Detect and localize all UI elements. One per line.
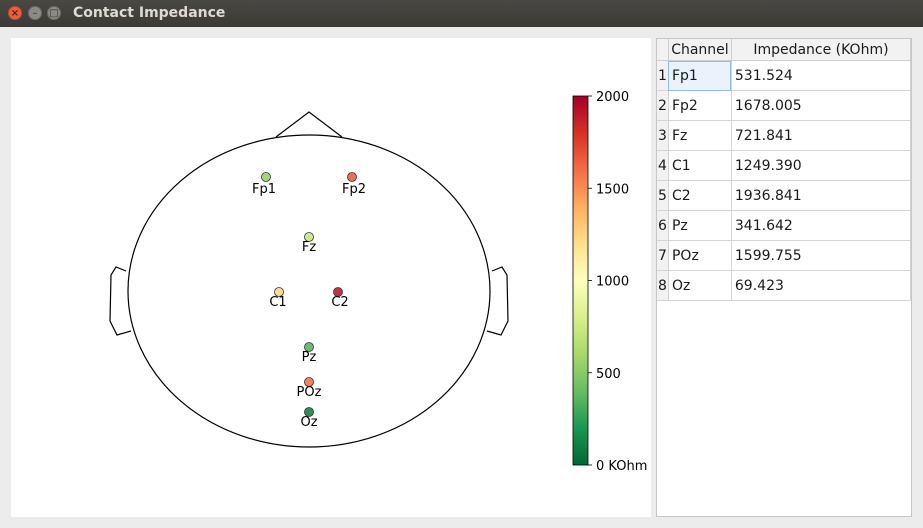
impedance-cell[interactable]: 531.524	[731, 60, 912, 91]
electrode-marker	[304, 232, 314, 242]
channel-cell[interactable]: Pz	[668, 210, 732, 241]
table-row[interactable]: 4 C1 1249.390	[657, 150, 912, 181]
channel-cell[interactable]: C2	[668, 180, 732, 211]
colorbar-tick-label: 1500	[596, 182, 629, 197]
minimize-icon: –	[32, 8, 38, 19]
colorbar-tick-label: 1000	[596, 275, 629, 290]
table-row[interactable]: 3 Fz 721.841	[657, 120, 912, 151]
row-number[interactable]: 5	[657, 180, 670, 211]
colorbar-tick-label: 0 KOhm	[596, 459, 647, 474]
row-number[interactable]: 6	[657, 210, 670, 241]
channel-cell[interactable]: POz	[668, 240, 732, 271]
channel-cell[interactable]: C1	[668, 150, 732, 181]
row-number[interactable]: 4	[657, 150, 670, 181]
maximize-window-button[interactable]: □	[47, 6, 61, 20]
window-title: Contact Impedance	[73, 5, 226, 21]
row-number[interactable]: 2	[657, 90, 670, 121]
colorbar	[572, 95, 589, 466]
electrode-marker	[304, 377, 314, 387]
minimize-window-button[interactable]: –	[28, 6, 42, 20]
table-row[interactable]: 6 Pz 341.642	[657, 210, 912, 241]
column-header-impedance[interactable]: Impedance (KOhm)	[731, 39, 912, 61]
table-row[interactable]: 7 POz 1599.755	[657, 240, 912, 271]
impedance-cell[interactable]: 1249.390	[731, 150, 912, 181]
head-map-canvas: Fp1 Fp2 Fz C1 C2 Pz POz Oz 0 KOhm 500 1000 1500 200…	[109, 90, 647, 474]
impedance-cell[interactable]: 1599.755	[731, 240, 912, 271]
electrode-label: C2	[331, 295, 348, 310]
row-number[interactable]: 3	[657, 120, 670, 151]
head-right-ear	[486, 266, 509, 336]
table-corner[interactable]	[657, 39, 670, 61]
maximize-icon: □	[49, 8, 59, 19]
close-window-button[interactable]: ×	[8, 6, 22, 20]
impedance-cell[interactable]: 341.642	[731, 210, 912, 241]
impedance-table[interactable]: Channel Impedance (KOhm) 1 Fp1 531.524 2 Fp2…	[656, 38, 912, 517]
impedance-cell[interactable]: 69.423	[731, 270, 912, 301]
head-map-plot: Fp1 Fp2 Fz C1 C2 Pz POz Oz 0 KOhm 500 1000 1500 200…	[11, 38, 651, 517]
channel-cell[interactable]: Fp2	[668, 90, 732, 121]
electrode-marker	[274, 287, 284, 297]
electrode-marker	[347, 172, 357, 182]
electrode-label: Pz	[302, 350, 317, 365]
table-row[interactable]: 8 Oz 69.423	[657, 270, 912, 301]
electrode-label: Fp1	[252, 182, 276, 197]
electrode-marker	[261, 172, 271, 182]
electrode-marker	[304, 342, 314, 352]
column-header-channel[interactable]: Channel	[668, 39, 732, 61]
impedance-cell[interactable]: 1678.005	[731, 90, 912, 121]
head-nose	[275, 111, 343, 138]
table-row[interactable]: 5 C2 1936.841	[657, 180, 912, 211]
channel-cell[interactable]: Fp1	[668, 60, 732, 91]
electrode-marker	[333, 287, 343, 297]
impedance-cell[interactable]: 1936.841	[731, 180, 912, 211]
table-row[interactable]: 2 Fp2 1678.005	[657, 90, 912, 121]
head-left-ear	[109, 266, 132, 336]
row-number[interactable]: 1	[657, 60, 670, 91]
electrode-label: POz	[297, 385, 322, 400]
electrode-label: C1	[269, 295, 286, 310]
electrode-label: Fz	[302, 240, 316, 255]
row-number[interactable]: 8	[657, 270, 670, 301]
colorbar-tick-label: 2000	[596, 90, 629, 105]
electrode-label: Fp2	[342, 182, 366, 197]
head-outline	[127, 134, 491, 448]
colorbar-tick-label: 500	[596, 367, 621, 382]
close-icon: ×	[10, 8, 20, 19]
electrode-marker	[304, 407, 314, 417]
channel-cell[interactable]: Oz	[668, 270, 732, 301]
electrode-label: Oz	[300, 415, 317, 430]
title-bar: × – □ Contact Impedance	[0, 0, 923, 27]
impedance-cell[interactable]: 721.841	[731, 120, 912, 151]
row-number[interactable]: 7	[657, 240, 670, 271]
table-row[interactable]: 1 Fp1 531.524	[657, 60, 912, 91]
channel-cell[interactable]: Fz	[668, 120, 732, 151]
